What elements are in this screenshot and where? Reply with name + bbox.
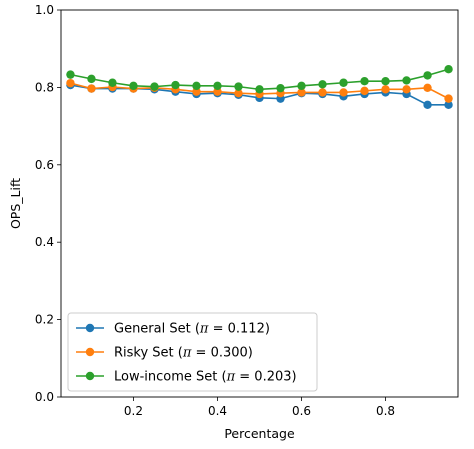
data-point (192, 87, 201, 96)
legend-label: Low-income Set (π = 0.203) (114, 370, 297, 385)
legend-box (67, 312, 318, 392)
data-point (360, 86, 369, 96)
data-point (423, 100, 432, 110)
data-point (402, 76, 411, 85)
x-tick-label: 0.4 (208, 404, 227, 418)
series-2 (66, 65, 453, 94)
data-point (444, 94, 453, 103)
data-point (339, 78, 348, 87)
data-point (66, 70, 75, 79)
data-point (234, 89, 243, 98)
data-point (381, 77, 390, 86)
data-point (381, 85, 390, 94)
data-point (129, 81, 138, 91)
x-tick-label: 0.2 (124, 404, 143, 418)
legend-item: Low-income Set (π = 0.203) (76, 370, 297, 385)
data-point (297, 81, 306, 91)
data-point (402, 85, 411, 94)
data-point (192, 81, 201, 91)
data-point (87, 84, 96, 93)
data-point (297, 88, 306, 97)
data-point (66, 78, 75, 88)
data-point (339, 88, 348, 97)
legend-label: Risky Set (π = 0.300) (114, 346, 253, 361)
data-point (318, 88, 327, 97)
x-tick-label: 0.8 (376, 404, 395, 418)
data-point (213, 81, 222, 91)
data-point (213, 87, 222, 96)
y-tick-label: 1.0 (35, 3, 54, 17)
legend-marker (85, 371, 95, 381)
data-point (360, 77, 369, 86)
legend-item: Risky Set (π = 0.300) (76, 346, 253, 361)
data-point (150, 82, 159, 91)
legend-label: General Set (π = 0.112) (114, 322, 270, 337)
y-tick-label: 0.8 (35, 80, 54, 94)
legend: General Set (π = 0.112) Risky Set (π = 0.… (67, 312, 318, 392)
x-tick-label: 0.6 (292, 404, 311, 418)
y-tick-label: 0.0 (35, 390, 54, 404)
data-point (444, 100, 453, 110)
y-tick-label: 0.4 (35, 235, 54, 249)
plot-frame (60, 9, 459, 398)
series-layer (66, 65, 453, 110)
data-point (171, 80, 180, 90)
legend-marker (85, 347, 95, 357)
data-point (276, 83, 285, 93)
data-point (234, 82, 243, 91)
legend-item: General Set (π = 0.112) (76, 322, 270, 337)
data-point (444, 65, 453, 74)
data-point (423, 83, 432, 92)
data-point (423, 71, 432, 80)
x-axis: 0.2 0.4 0.6 0.8 (124, 397, 395, 418)
data-point (318, 80, 327, 89)
y-tick-label: 0.6 (35, 158, 54, 172)
legend-marker (85, 323, 95, 333)
data-point (108, 78, 117, 87)
y-tick-label: 0.2 (35, 313, 54, 327)
data-point (255, 85, 264, 94)
y-axis-label: OPS_Lift (8, 178, 23, 229)
data-point (87, 74, 96, 84)
y-axis: 0.0 0.2 0.4 0.6 0.8 1.0 (35, 3, 61, 404)
x-axis-label: Percentage (224, 426, 295, 441)
